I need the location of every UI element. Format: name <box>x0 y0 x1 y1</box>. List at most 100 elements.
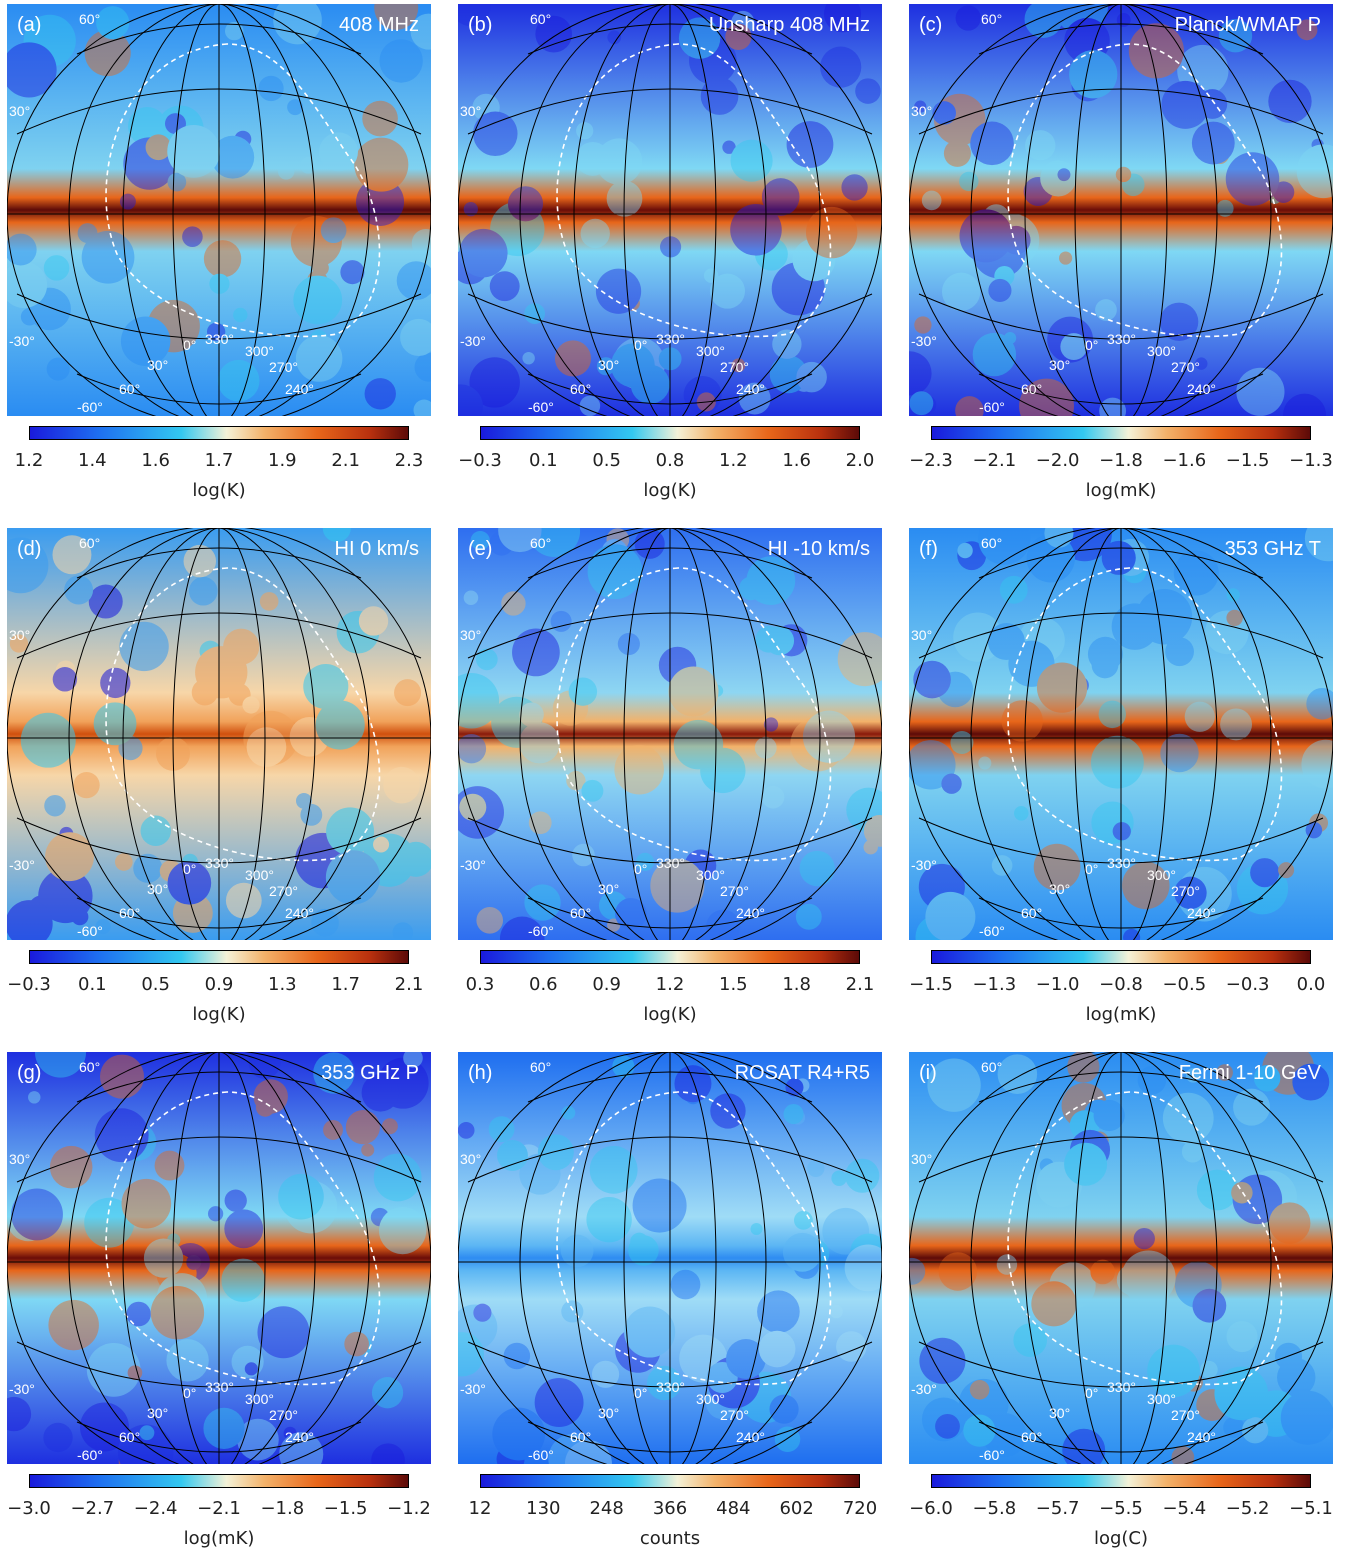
colorbar-tick: −1.5 <box>323 1498 368 1519</box>
panel-tag: (f) <box>919 538 938 560</box>
map-texture <box>7 528 431 940</box>
colorbar-tick: −2.3 <box>909 450 953 471</box>
grid-label-lon_330: 330° <box>1107 855 1136 871</box>
colorbar-unit-h: counts <box>639 1528 701 1549</box>
colorbar-tick: −1.2 <box>387 1498 431 1519</box>
grid-label-lon_300: 300° <box>1147 343 1176 359</box>
grid-label-lat_60: 60° <box>530 11 551 27</box>
grid-label-lon_240: 240° <box>1187 1429 1216 1445</box>
colorbar-tick: 0.9 <box>592 974 621 995</box>
colorbar-tick: −1.3 <box>972 974 1017 995</box>
map-panel-a: 60° 30° -30° -60° 0° 330° 300° 270° 240° 30° 60° (… <box>7 4 431 416</box>
grid-label-lon_0: 0° <box>183 861 196 877</box>
panel-title: Fermi 1-10 GeV <box>1178 1062 1321 1084</box>
colorbar-tick: −5.1 <box>1289 1498 1333 1519</box>
grid-label-lat_m60: -60° <box>77 923 103 939</box>
panel-tag: (h) <box>468 1062 493 1084</box>
grid-label-lon_30: 30° <box>147 357 168 373</box>
colorbar-tick: 0.3 <box>465 974 495 995</box>
grid-label-lon_0: 0° <box>1085 861 1098 877</box>
grid-label-lat_30: 30° <box>911 103 932 119</box>
colorbar-ticks-a: 1.2 1.4 1.6 1.7 1.9 2.1 2.3 <box>7 450 431 472</box>
panel-title: HI 0 km/s <box>334 538 419 560</box>
grid-label-lon_240: 240° <box>736 905 765 921</box>
colorbar-tick: −1.8 <box>1099 450 1143 471</box>
grid-label-lon_270: 270° <box>269 359 298 375</box>
grid-label-lon_60: 60° <box>119 1429 140 1445</box>
colorbar-tick: 1.6 <box>141 450 170 471</box>
grid-label-lon_240: 240° <box>736 1429 765 1445</box>
colorbar-tick: −1.5 <box>1225 450 1270 471</box>
map-panel-g: 60° 30° -30° -60° 0° 330° 300° 270° 240° 30° 60° (… <box>7 1052 431 1464</box>
grid-label-lat_60: 60° <box>981 1059 1002 1075</box>
colorbar-tick: 1.3 <box>268 974 297 995</box>
grid-label-lon_0: 0° <box>183 337 196 353</box>
graticule <box>909 1052 1333 1464</box>
colorbar-tick: −2.0 <box>1035 450 1080 471</box>
graticule <box>7 528 431 940</box>
grid-label-lat_30: 30° <box>9 103 30 119</box>
panel-tag: (i) <box>919 1062 937 1084</box>
grid-label-lat_30: 30° <box>9 1151 30 1167</box>
grid-label-lon_300: 300° <box>245 343 274 359</box>
colorbar-b <box>480 426 860 440</box>
panel-tag: (b) <box>468 14 493 36</box>
map-panel-i: 60° 30° -30° -60° 0° 330° 300° 270° 240° 30° 60° (… <box>909 1052 1333 1464</box>
colorbar-tick: −1.3 <box>1289 450 1333 471</box>
grid-label-lon_240: 240° <box>285 1429 314 1445</box>
colorbar-ticks-f: −1.5 −1.3 −1.0 −0.8 −0.5 −0.3 0.0 <box>909 974 1333 996</box>
colorbar-ticks-i: −6.0 −5.8 −5.7 −5.5 −5.4 −5.2 −5.1 <box>909 1498 1333 1520</box>
grid-label-lon_0: 0° <box>634 861 647 877</box>
grid-label-lon_60: 60° <box>119 905 140 921</box>
grid-label-lon_270: 270° <box>720 359 749 375</box>
colorbar-tick: −5.8 <box>972 1498 1017 1519</box>
sky-map: 60° 30° -30° -60° 0° 330° 300°270° 240° 30° 60° <box>458 4 882 416</box>
grid-label-lon_270: 270° <box>1171 1407 1200 1423</box>
grid-label-lat_m60: -60° <box>528 1447 554 1463</box>
colorbar-unit-i: log(C) <box>1093 1528 1149 1549</box>
colorbar-e <box>480 950 860 964</box>
grid-label-lat_60: 60° <box>981 11 1002 27</box>
map-texture <box>7 4 431 416</box>
colorbar-unit-g: log(mK) <box>183 1528 255 1549</box>
grid-label-lon_240: 240° <box>1187 381 1216 397</box>
sky-map: 60° 30° -30° -60° 0° 330° 300°270° 240° 30° 60° <box>7 528 431 940</box>
grid-label-lat_m30: -30° <box>460 1381 486 1397</box>
colorbar-i <box>931 1474 1311 1488</box>
grid-label-lon_300: 300° <box>245 867 274 883</box>
colorbar-ticks-g: −3.0 −2.7 −2.4 −2.1 −1.8 −1.5 −1.2 <box>7 1498 431 1520</box>
colorbar-unit-d: log(K) <box>192 1004 246 1025</box>
grid-label-lon_30: 30° <box>598 357 619 373</box>
colorbar-tick: 12 <box>468 1498 492 1519</box>
colorbar-d <box>29 950 409 964</box>
grid-label-lat_m60: -60° <box>528 923 554 939</box>
grid-label-lat_m60: -60° <box>979 399 1005 415</box>
grid-label-lat_60: 60° <box>981 535 1002 551</box>
colorbar-tick: 0.8 <box>655 450 685 471</box>
panel-title: ROSAT R4+R5 <box>734 1062 870 1084</box>
colorbar-unit-e: log(K) <box>643 1004 697 1025</box>
colorbar-tick: 366 <box>652 1498 688 1519</box>
sky-map: 60° 30° -30° -60° 0° 330° 300°270° 240° 30° 60° <box>909 1052 1333 1464</box>
grid-label-lon_330: 330° <box>205 855 234 871</box>
colorbar-tick: 2.1 <box>845 974 875 995</box>
map-panel-b: 60° 30° -30° -60° 0° 330° 300° 270° 240° 30° 60° (… <box>458 4 882 416</box>
grid-label-lon_300: 300° <box>696 867 725 883</box>
grid-label-lon_60: 60° <box>570 905 591 921</box>
colorbar-tick: 2.3 <box>394 450 424 471</box>
grid-label-lon_330: 330° <box>1107 331 1136 347</box>
grid-label-lon_270: 270° <box>269 883 298 899</box>
colorbar-tick: −3.0 <box>7 1498 51 1519</box>
colorbar-tick: −0.8 <box>1099 974 1143 995</box>
colorbar-tick: 130 <box>526 1498 561 1519</box>
grid-label-lat_30: 30° <box>9 627 30 643</box>
grid-label-lon_300: 300° <box>1147 1391 1176 1407</box>
panel-title: 353 GHz P <box>321 1062 419 1084</box>
grid-label-lon_30: 30° <box>1049 1405 1070 1421</box>
grid-label-lat_m60: -60° <box>77 1447 103 1463</box>
map-texture <box>909 4 1333 416</box>
panel-tag: (g) <box>17 1062 42 1084</box>
colorbar-tick: 1.6 <box>782 450 811 471</box>
grid-label-lon_330: 330° <box>205 1379 234 1395</box>
grid-label-lat_30: 30° <box>460 103 481 119</box>
